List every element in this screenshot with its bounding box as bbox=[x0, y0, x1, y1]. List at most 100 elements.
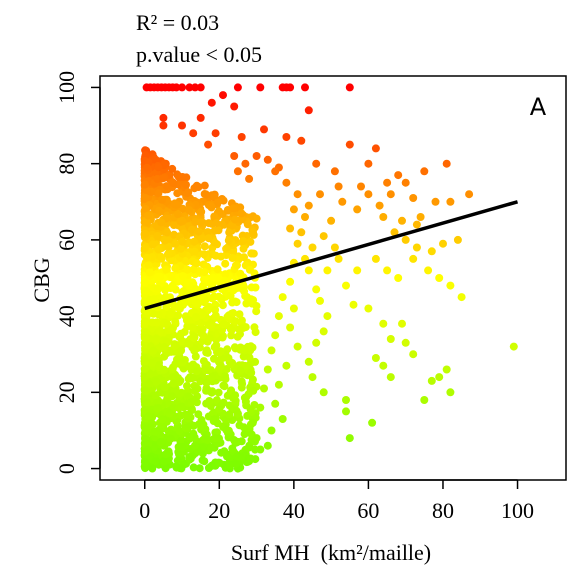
data-point bbox=[274, 380, 283, 389]
data-point bbox=[142, 217, 151, 226]
data-point bbox=[252, 152, 261, 160]
data-point bbox=[181, 424, 190, 432]
data-point bbox=[371, 144, 380, 153]
data-point bbox=[183, 382, 191, 390]
data-point bbox=[192, 298, 201, 307]
data-point bbox=[249, 228, 257, 237]
data-point bbox=[390, 228, 399, 237]
data-point bbox=[166, 434, 175, 443]
data-point bbox=[219, 320, 228, 329]
data-point bbox=[319, 388, 328, 397]
data-point bbox=[271, 167, 280, 176]
data-point bbox=[159, 113, 168, 122]
data-point bbox=[226, 324, 235, 333]
data-point bbox=[141, 333, 150, 342]
panel-label: A bbox=[530, 93, 547, 121]
data-point bbox=[353, 205, 362, 214]
stats-annotations: R² = 0.03 p.value < 0.05 bbox=[136, 10, 262, 67]
data-point bbox=[246, 454, 255, 463]
data-point bbox=[267, 426, 276, 435]
data-point bbox=[232, 261, 241, 270]
data-point bbox=[224, 236, 233, 245]
data-point bbox=[148, 358, 157, 367]
data-point bbox=[420, 396, 429, 404]
data-point bbox=[368, 418, 377, 427]
data-point bbox=[237, 316, 246, 325]
data-point bbox=[213, 419, 222, 428]
data-point bbox=[200, 242, 209, 251]
data-point bbox=[162, 182, 171, 191]
data-point bbox=[204, 219, 213, 228]
data-point bbox=[155, 206, 163, 215]
data-point bbox=[195, 464, 204, 473]
data-point bbox=[293, 239, 302, 248]
r-squared-label: R² = 0.03 bbox=[136, 10, 219, 35]
data-point bbox=[204, 464, 213, 472]
data-point bbox=[278, 415, 287, 423]
data-point bbox=[412, 220, 421, 229]
data-point bbox=[218, 333, 227, 342]
data-point bbox=[230, 152, 239, 160]
data-point bbox=[364, 304, 373, 313]
data-point bbox=[249, 296, 258, 305]
data-point bbox=[178, 121, 186, 130]
data-point bbox=[154, 397, 163, 406]
data-point bbox=[200, 181, 209, 190]
data-point bbox=[345, 83, 354, 92]
data-point bbox=[383, 266, 392, 275]
data-point bbox=[141, 425, 150, 434]
data-point bbox=[205, 334, 214, 343]
data-point bbox=[446, 281, 455, 290]
data-point bbox=[239, 344, 248, 353]
data-point bbox=[141, 386, 150, 395]
data-point bbox=[167, 271, 176, 280]
data-point bbox=[312, 338, 321, 347]
data-point bbox=[465, 190, 474, 199]
data-point bbox=[342, 396, 350, 404]
data-point bbox=[219, 91, 227, 100]
data-point bbox=[364, 190, 373, 199]
data-point bbox=[210, 238, 219, 247]
data-point bbox=[236, 269, 245, 278]
data-point bbox=[175, 173, 183, 182]
data-point bbox=[154, 163, 163, 172]
data-point bbox=[301, 83, 309, 92]
data-point bbox=[216, 362, 225, 370]
data-point bbox=[394, 274, 403, 282]
data-point bbox=[143, 445, 152, 454]
x-tick-label: 80 bbox=[432, 498, 454, 523]
data-point bbox=[211, 311, 220, 320]
x-tick-label: 100 bbox=[501, 498, 534, 523]
data-point bbox=[141, 229, 150, 238]
data-point bbox=[156, 438, 165, 447]
data-point bbox=[143, 163, 151, 172]
data-point bbox=[156, 252, 165, 261]
data-point bbox=[189, 333, 198, 342]
data-point bbox=[144, 211, 153, 220]
data-point bbox=[163, 449, 172, 458]
data-point bbox=[187, 398, 196, 406]
data-point bbox=[141, 278, 150, 287]
data-point bbox=[143, 187, 152, 195]
data-point bbox=[197, 207, 206, 216]
data-point bbox=[153, 175, 162, 183]
data-point bbox=[221, 259, 230, 268]
data-point bbox=[188, 374, 197, 383]
y-axis-label: CBG bbox=[29, 257, 54, 302]
data-point bbox=[401, 178, 410, 187]
data-point bbox=[159, 174, 168, 183]
data-point bbox=[154, 245, 163, 254]
data-point bbox=[215, 348, 224, 357]
data-point bbox=[239, 244, 248, 253]
data-point bbox=[316, 190, 324, 199]
data-point bbox=[286, 83, 295, 92]
data-point bbox=[386, 373, 395, 382]
data-point bbox=[194, 227, 203, 236]
x-axis: 0 20 40 60 80 100 bbox=[139, 479, 534, 523]
data-point bbox=[189, 463, 198, 472]
data-point bbox=[178, 358, 187, 367]
data-point bbox=[170, 200, 179, 209]
data-point bbox=[205, 397, 214, 405]
data-point bbox=[248, 375, 257, 384]
